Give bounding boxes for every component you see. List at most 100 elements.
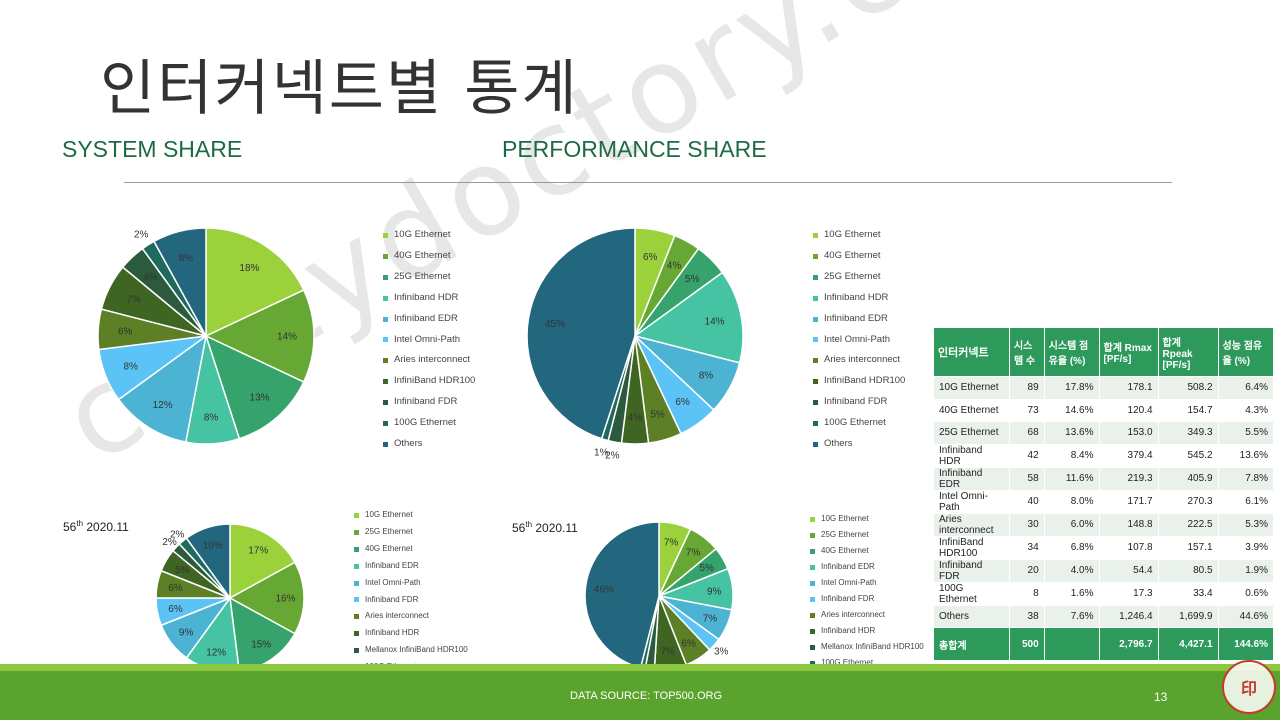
performance-share-pie-chart: 6%4%5%14%8%6%5%4%2%1%45% <box>526 227 744 461</box>
legend-swatch <box>383 379 388 385</box>
legend-label: Intel Omni-Path <box>365 577 421 587</box>
table-cell: 11.6% <box>1043 466 1100 491</box>
legend-item: 25G Ethernet <box>810 527 924 543</box>
pie-slice-infiniband-edr <box>117 334 208 443</box>
pie-slice-10g-ethernet <box>229 523 296 600</box>
table-cell: Infiniband HDR <box>933 443 1010 468</box>
legend-label: 40G Ethernet <box>824 249 881 261</box>
pie-slice-25g-ethernet <box>204 334 305 440</box>
legend-label: Infiniband EDR <box>394 312 458 324</box>
table-cell: 54.4 <box>1098 558 1159 583</box>
table-cell: 1.6% <box>1043 581 1100 606</box>
table-cell: 44.6% <box>1217 604 1275 628</box>
legend-item: Aries interconnect <box>813 350 905 371</box>
legend-item: Infiniband HDR <box>810 623 924 639</box>
table-cell: 68 <box>1008 421 1045 445</box>
table-cell: Intel Omni-Path <box>933 489 1010 514</box>
pie-data-label: 6% <box>168 583 183 594</box>
table-total-cell: 4,427.1 <box>1157 627 1219 661</box>
table-cell: Others <box>933 604 1010 628</box>
table-cell: 8.4% <box>1043 443 1100 468</box>
legend-label: Infiniband EDR <box>821 562 875 571</box>
table-cell: 6.8% <box>1043 535 1100 560</box>
legend-swatch <box>810 644 815 650</box>
table-header-cell: 합계 Rmax [PF/s] <box>1098 327 1159 377</box>
legend-swatch <box>383 442 388 448</box>
table-row: InfiniBand HDR100 34 6.8% 107.8 157.1 3.9% <box>933 535 1275 560</box>
legend-swatch <box>354 631 359 637</box>
legend-item: Mellanox InfiniBand HDR100 <box>354 642 468 659</box>
legend-swatch <box>813 421 818 427</box>
legend-item: Intel Omni-Path <box>813 330 905 351</box>
legend-swatch <box>813 316 818 322</box>
legend-swatch <box>354 648 359 654</box>
legend-item: 40G Ethernet <box>813 246 905 267</box>
pie-data-label: 17% <box>248 546 268 557</box>
table-cell: 89 <box>1008 376 1045 400</box>
legend-label: Infiniband FDR <box>394 396 458 408</box>
system-share-56th-pie-chart: 17% 16% 15% 12% 9% 6% 6% 5% 2%2% 10% <box>155 523 305 673</box>
pie-data-label: 46% <box>594 585 614 596</box>
legend-item: Aries interconnect <box>354 608 468 625</box>
legend-label: 10G Ethernet <box>365 510 413 519</box>
table-cell: 80.5 <box>1157 558 1219 583</box>
legend-label: Infiniband HDR <box>394 291 459 303</box>
legend-label: 25G Ethernet <box>821 530 869 539</box>
legend-swatch <box>810 516 815 522</box>
legend-item: Others <box>383 434 475 455</box>
legend-swatch <box>810 564 815 570</box>
pie-slice-infiniband-hdr <box>633 271 744 364</box>
table-cell: 120.4 <box>1098 398 1159 422</box>
pie-data-label: 18% <box>239 263 259 274</box>
legend-label: Aries interconnect <box>365 611 430 621</box>
pie-slice-others <box>526 227 636 440</box>
legend-swatch <box>813 295 818 301</box>
legend-label: Intel Omni-Path <box>824 333 890 345</box>
table-cell: 7.6% <box>1043 604 1100 628</box>
table-cell: 154.7 <box>1157 398 1219 422</box>
legend-label: Aries interconnect <box>824 354 901 366</box>
table-cell: 20 <box>1008 558 1045 583</box>
page-number: 13 <box>1154 690 1168 704</box>
table-cell: 1.9% <box>1217 558 1275 583</box>
pie-data-label: 7% <box>686 548 701 559</box>
legend-label: 100G Ethernet <box>824 417 886 429</box>
edition-number: 56th 2020.11 <box>512 520 578 535</box>
pie-data-label: 2% <box>162 537 177 548</box>
legend-swatch <box>813 379 818 385</box>
legend-swatch <box>383 253 388 259</box>
table-cell: Aries interconnect <box>933 512 1010 537</box>
table-cell: 8.0% <box>1043 489 1100 514</box>
legend-label: Infiniband EDR <box>824 312 888 324</box>
table-cell: 58 <box>1008 466 1045 491</box>
table-cell: 6.0% <box>1043 512 1100 537</box>
pie-slice-40g-ethernet <box>204 289 315 383</box>
legend-item: 10G Ethernet <box>810 511 924 527</box>
pie-data-label: 6% <box>643 252 658 263</box>
pie-data-label: 4% <box>143 272 158 283</box>
pie-data-label: 1% <box>594 448 609 459</box>
pie-data-label: 3% <box>714 646 729 657</box>
seal-logo: 印 <box>1222 660 1276 714</box>
legend-swatch <box>810 660 815 666</box>
legend-label: InfiniBand HDR100 <box>394 375 476 387</box>
table-row: Infiniband HDR 42 8.4% 379.4 545.2 13.6% <box>933 443 1275 468</box>
table-cell: 171.7 <box>1098 489 1159 514</box>
pie-data-label: 5% <box>175 565 190 576</box>
table-cell: 6.4% <box>1217 376 1275 400</box>
table-cell: 5.5% <box>1217 421 1275 445</box>
legend-swatch <box>810 548 815 554</box>
table-cell: 100G Ethernet <box>933 581 1010 606</box>
table-cell: Infiniband EDR <box>933 466 1010 491</box>
legend-label: Mellanox InfiniBand HDR100 <box>365 645 468 655</box>
table-cell: 33.4 <box>1157 581 1219 606</box>
legend-swatch <box>354 597 359 603</box>
legend-swatch <box>813 358 818 364</box>
legend-item: Infiniband FDR <box>813 392 905 413</box>
legend-swatch <box>813 337 818 343</box>
pie-data-label: 5% <box>685 274 700 285</box>
table-row: 100G Ethernet 8 1.6% 17.3 33.4 0.6% <box>933 581 1275 606</box>
legend-item: 100G Ethernet <box>383 413 475 434</box>
table-row: 40G Ethernet 73 14.6% 120.4 154.7 4.3% <box>933 398 1275 422</box>
legend-swatch <box>383 316 388 322</box>
